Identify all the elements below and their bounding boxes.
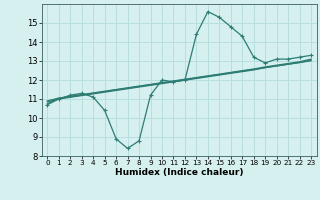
X-axis label: Humidex (Indice chaleur): Humidex (Indice chaleur) (115, 168, 244, 177)
